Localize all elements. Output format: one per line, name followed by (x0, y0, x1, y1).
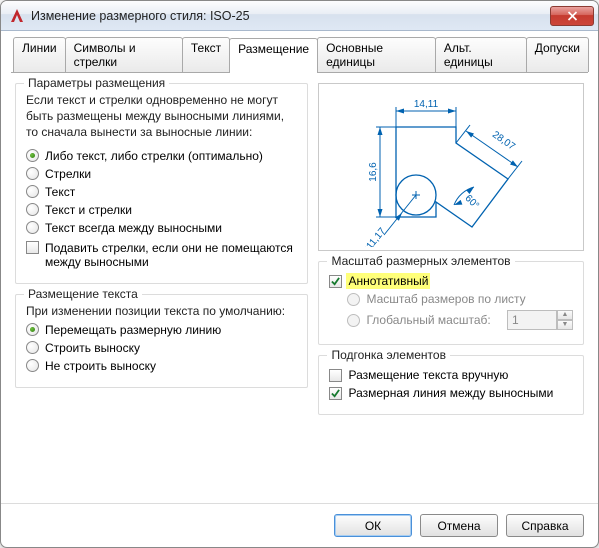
checkbox-icon (329, 275, 342, 288)
fit-opt-text-label: Текст (45, 185, 75, 199)
text-placement-group: Размещение текста При изменении позиции … (15, 294, 308, 388)
tp-opt-move[interactable]: Перемещать размерную линию (26, 323, 297, 337)
tab-fit[interactable]: Размещение (229, 38, 318, 73)
dialog-footer: ОК Отмена Справка (1, 503, 598, 547)
checkbox-icon (329, 369, 342, 382)
fit-opt-keep-label: Текст всегда между выносными (45, 221, 222, 235)
svg-text:28,07: 28,07 (490, 129, 517, 153)
radio-icon (26, 149, 39, 162)
tab-text[interactable]: Текст (182, 37, 230, 72)
fit-opt-keep[interactable]: Текст всегда между выносными (26, 221, 297, 235)
radio-icon (26, 185, 39, 198)
fine-title: Подгонка элементов (327, 348, 449, 362)
ok-button[interactable]: ОК (334, 514, 412, 537)
global-scale-spinner: ▲▼ (507, 310, 573, 330)
help-button[interactable]: Справка (506, 514, 584, 537)
tab-content: Параметры размещения Если текст и стрелк… (11, 73, 588, 495)
scale-group: Масштаб размерных элементов Аннотативный… (318, 261, 584, 345)
tp-opt-leader-label: Строить выноску (45, 341, 140, 355)
manual-place-label: Размещение текста вручную (348, 368, 508, 382)
dialog-window: Изменение размерного стиля: ISO-25 Линии… (0, 0, 599, 548)
annotative-label: Аннотативный (346, 273, 430, 289)
svg-text:R11,17: R11,17 (360, 226, 389, 247)
fit-opt-best[interactable]: Либо текст, либо стрелки (оптимально) (26, 149, 297, 163)
fit-opt-text[interactable]: Текст (26, 185, 297, 199)
fit-opt-arrows-label: Стрелки (45, 167, 91, 181)
fit-options-group: Параметры размещения Если текст и стрелк… (15, 83, 308, 284)
fine-tuning-group: Подгонка элементов Размещение текста вру… (318, 355, 584, 415)
app-icon (9, 8, 25, 24)
manual-place-check[interactable]: Размещение текста вручную (329, 368, 573, 382)
cancel-button[interactable]: Отмена (420, 514, 498, 537)
force-line-label: Размерная линия между выносными (348, 386, 553, 400)
radio-icon (26, 323, 39, 336)
spin-down-icon: ▼ (557, 320, 573, 330)
radio-icon (347, 293, 360, 306)
text-placement-title: Размещение текста (24, 287, 142, 301)
close-button[interactable] (550, 6, 594, 26)
scale-layout-radio: Масштаб размеров по листу (347, 292, 573, 306)
radio-icon (26, 359, 39, 372)
radio-icon (26, 167, 39, 180)
radio-icon (347, 314, 360, 327)
suppress-arrows-label: Подавить стрелки, если они не помещаются… (45, 241, 297, 269)
suppress-arrows-check[interactable]: Подавить стрелки, если они не помещаются… (26, 241, 297, 269)
tp-opt-none-label: Не строить выноску (45, 359, 156, 373)
tab-strip: Линии Символы и стрелки Текст Размещение… (11, 37, 588, 73)
text-placement-desc: При изменении позиции текста по умолчани… (26, 303, 297, 319)
checkbox-icon (26, 241, 39, 254)
dialog-body: Линии Символы и стрелки Текст Размещение… (1, 31, 598, 503)
tab-primary[interactable]: Основные единицы (317, 37, 436, 72)
tab-alt[interactable]: Альт. единицы (435, 37, 527, 72)
tp-opt-leader[interactable]: Строить выноску (26, 341, 297, 355)
svg-text:60°: 60° (463, 193, 481, 211)
tab-lines[interactable]: Линии (13, 37, 66, 72)
force-line-check[interactable]: Размерная линия между выносными (329, 386, 573, 400)
radio-icon (26, 203, 39, 216)
fit-options-desc: Если текст и стрелки одновременно не мог… (26, 92, 297, 141)
titlebar[interactable]: Изменение размерного стиля: ISO-25 (1, 1, 598, 31)
fit-options-title: Параметры размещения (24, 76, 169, 90)
spin-up-icon: ▲ (557, 310, 573, 320)
fit-opt-best-label: Либо текст, либо стрелки (оптимально) (45, 149, 263, 163)
scale-title: Масштаб размерных элементов (327, 254, 514, 268)
tp-opt-move-label: Перемещать размерную линию (45, 323, 221, 337)
global-scale-row: Глобальный масштаб: ▲▼ (347, 310, 573, 330)
checkbox-icon (329, 387, 342, 400)
tp-opt-none[interactable]: Не строить выноску (26, 359, 297, 373)
svg-text:14,11: 14,11 (414, 99, 439, 110)
global-scale-input (507, 310, 557, 330)
scale-layout-label: Масштаб размеров по листу (366, 292, 525, 306)
svg-text:16,6: 16,6 (368, 162, 379, 182)
radio-icon (26, 221, 39, 234)
dimension-preview: 14,11 16,6 28,07 60° R11,17 (318, 83, 584, 251)
radio-icon (26, 341, 39, 354)
tab-tol[interactable]: Допуски (526, 37, 589, 72)
global-scale-label: Глобальный масштаб: (366, 313, 490, 327)
window-title: Изменение размерного стиля: ISO-25 (31, 9, 550, 23)
fit-opt-both-label: Текст и стрелки (45, 203, 132, 217)
annotative-check[interactable]: Аннотативный (329, 274, 573, 288)
tab-symbols[interactable]: Символы и стрелки (65, 37, 183, 72)
fit-opt-both[interactable]: Текст и стрелки (26, 203, 297, 217)
fit-opt-arrows[interactable]: Стрелки (26, 167, 297, 181)
spinner-buttons: ▲▼ (557, 310, 573, 330)
